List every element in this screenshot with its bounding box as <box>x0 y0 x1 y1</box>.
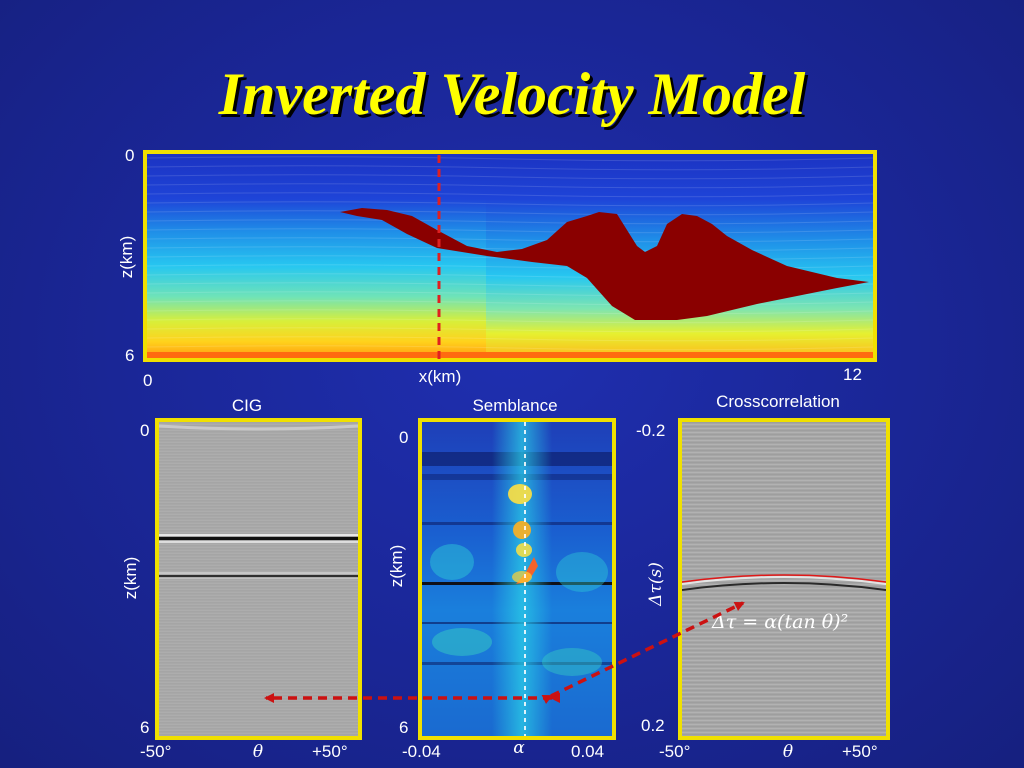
crosscorrelation-ytick-bottom: 0.2 <box>641 716 665 735</box>
cig-gather-image <box>159 422 358 736</box>
semblance-panel <box>418 418 616 740</box>
semblance-xtick-left: -0.04 <box>402 742 441 761</box>
cig-title: CIG <box>231 396 263 415</box>
semblance-ytick-bottom: 6 <box>399 718 409 737</box>
cig-ytick-bottom: 6 <box>140 718 150 737</box>
cig-ytick-top: 0 <box>140 421 150 440</box>
crosscorrelation-xtick-left: -50° <box>659 742 691 761</box>
semblance-ytick-top: 0 <box>399 428 409 447</box>
crosscorrelation-title: Crosscorrelation <box>716 392 840 411</box>
cig-y-axis-label: z(km) <box>121 556 140 600</box>
crosscorrelation-ytick-top: -0.2 <box>636 421 666 440</box>
semblance-title: Semblance <box>472 396 558 415</box>
velocity-ytick-bottom: 6 <box>125 346 135 365</box>
semblance-xtick-right: 0.04 <box>571 742 605 761</box>
semblance-xtick-alpha: α <box>513 738 525 758</box>
semblance-image <box>422 422 612 736</box>
semblance-y-axis-label: z(km) <box>387 544 406 588</box>
crosscorrelation-xtick-right: +50° <box>842 742 878 761</box>
velocity-y-axis-label: z(km) <box>117 235 136 279</box>
moveout-curve <box>682 574 886 583</box>
moveout-equation: Δτ = α(tan θ)² <box>712 611 849 633</box>
velocity-x-axis-label: x(km) <box>418 367 462 386</box>
crosscorrelation-y-axis-label: Δτ(s) <box>646 562 666 606</box>
slide-title: Inverted Velocity Model <box>218 61 806 127</box>
velocity-xtick-right: 12 <box>843 365 862 384</box>
velocity-model-panel <box>143 150 877 362</box>
velocity-xtick-left: 0 <box>143 371 153 390</box>
crosscorrelation-image <box>682 422 886 736</box>
cig-xtick-theta: θ <box>252 742 264 762</box>
cig-xtick-left: -50° <box>140 742 172 761</box>
velocity-model-image <box>147 154 873 358</box>
salt-body <box>340 208 869 320</box>
velocity-ytick-top: 0 <box>125 146 135 165</box>
cig-xtick-right: +50° <box>312 742 348 761</box>
crosscorrelation-panel <box>678 418 890 740</box>
cig-panel <box>155 418 362 740</box>
crosscorrelation-xtick-theta: θ <box>782 742 794 762</box>
